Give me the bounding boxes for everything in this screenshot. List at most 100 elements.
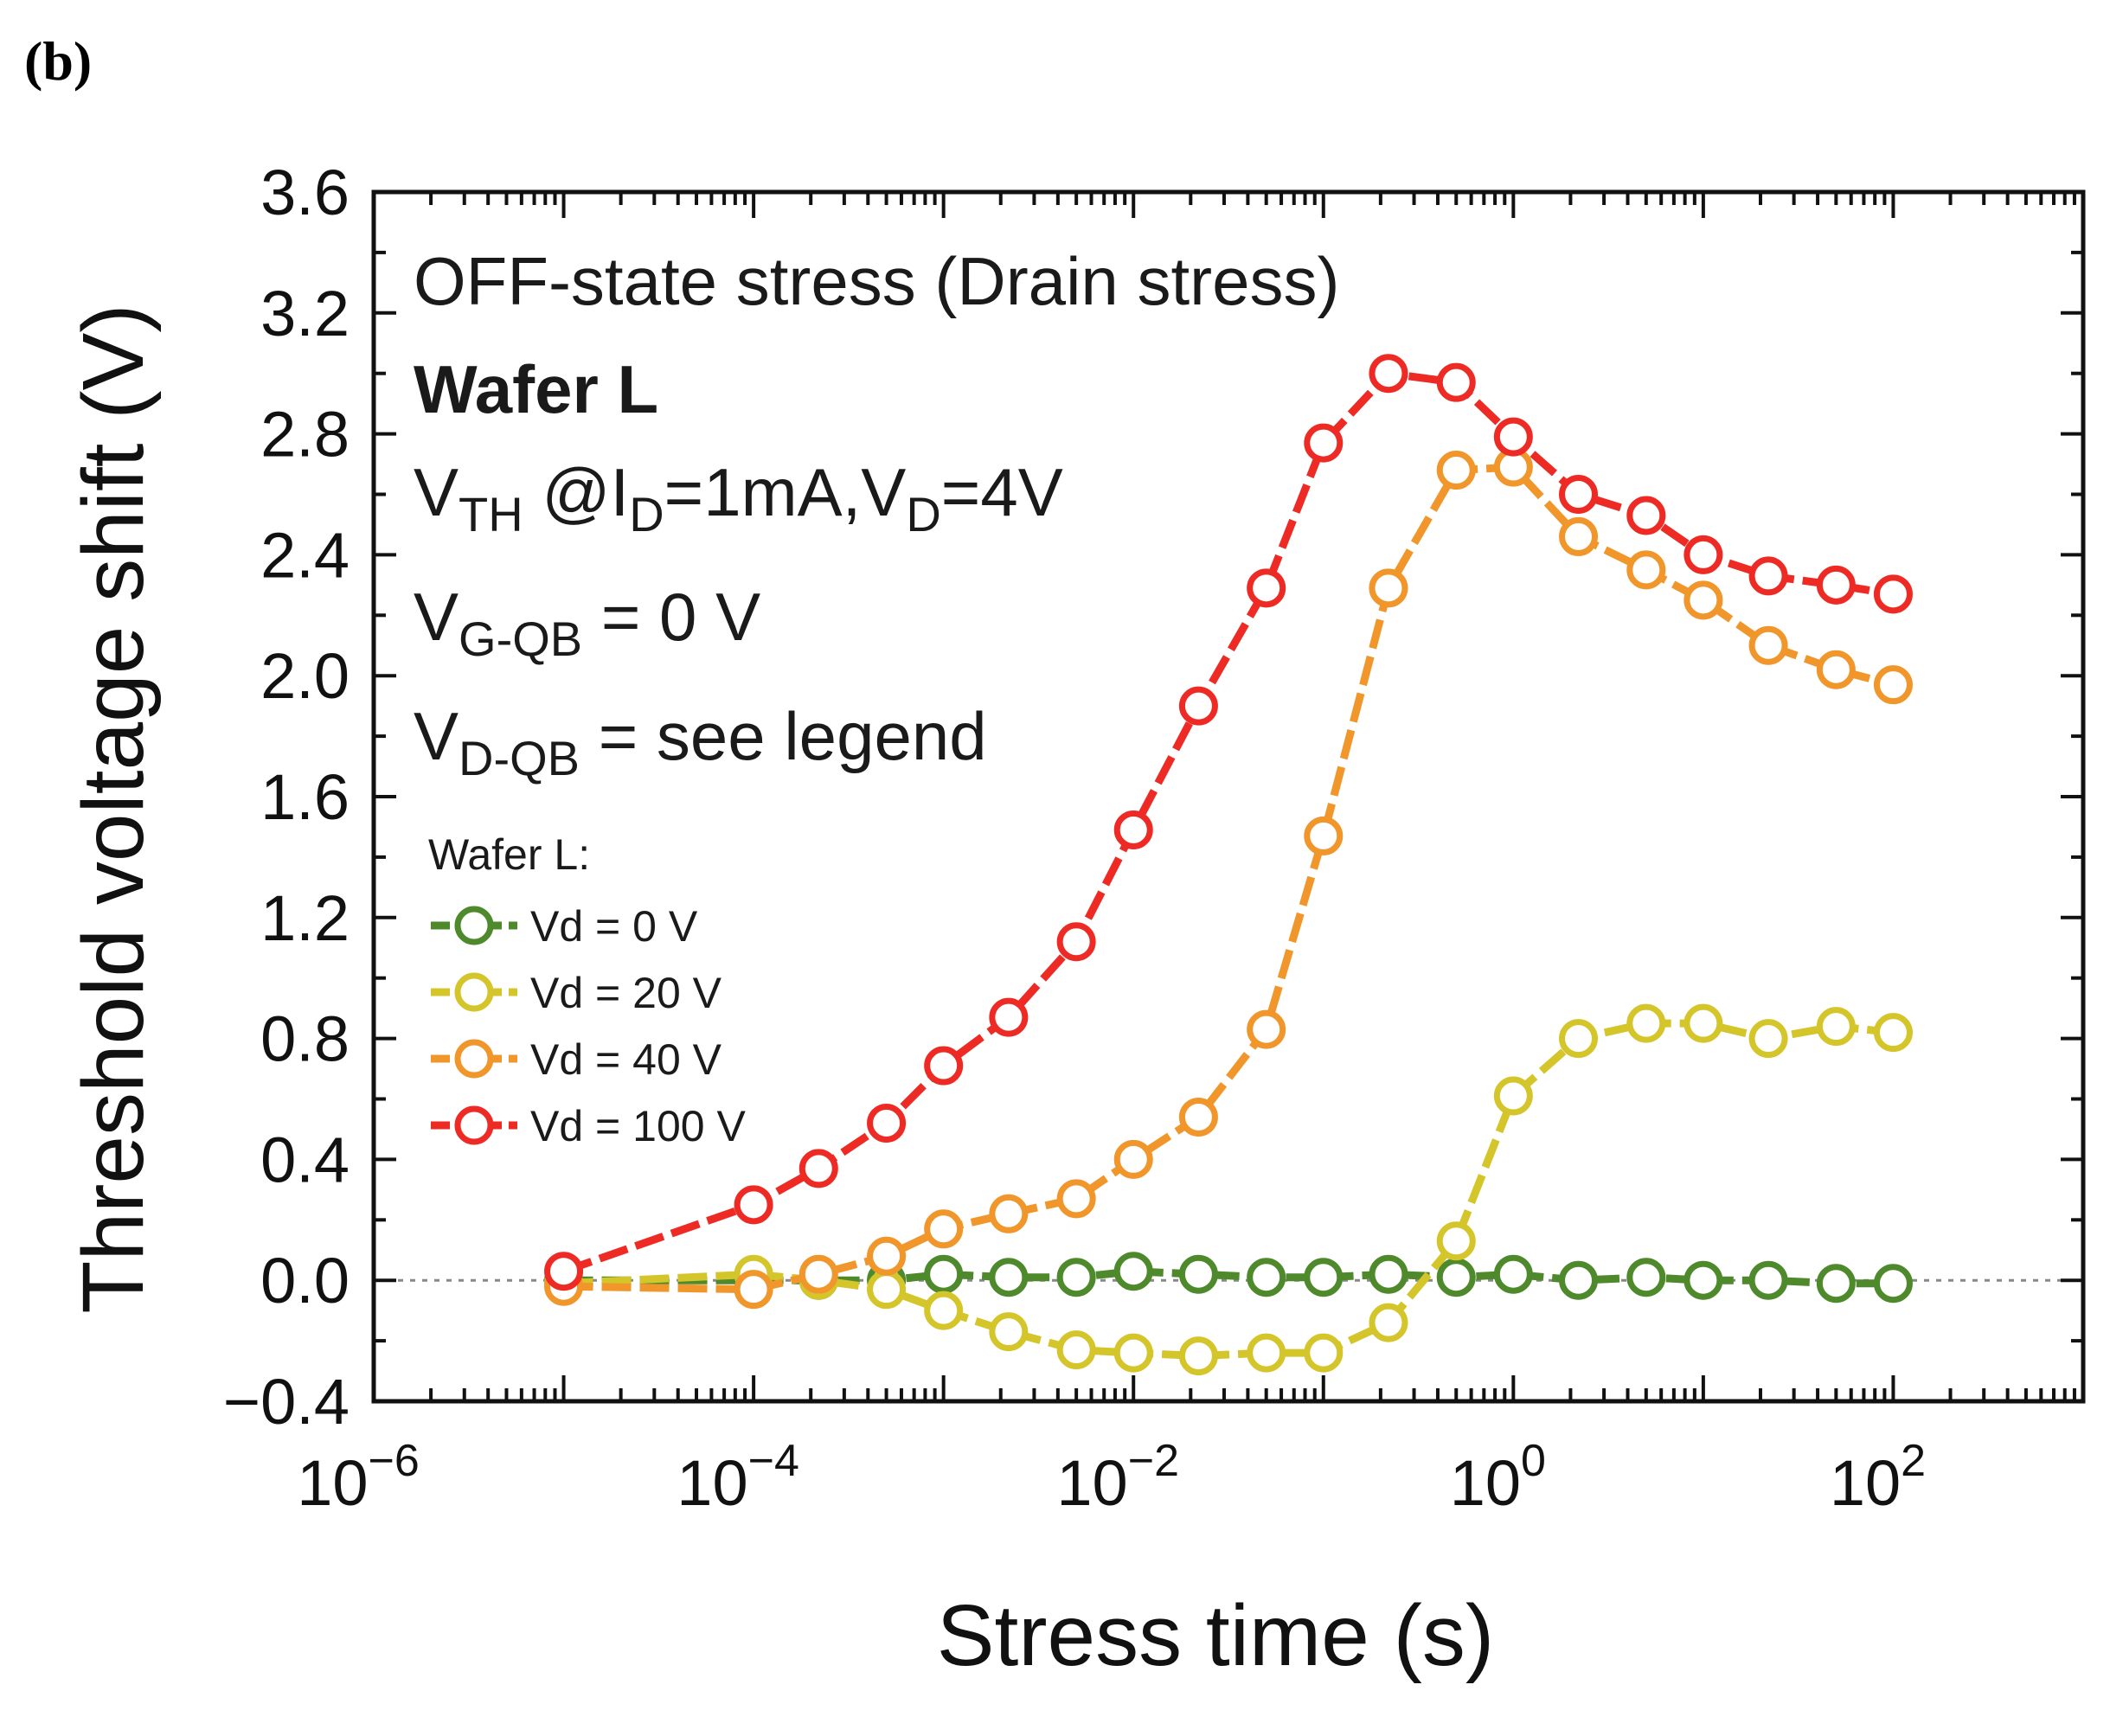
y-tick-label: 3.6 xyxy=(260,157,350,228)
series-0-marker-6 xyxy=(1056,1258,1096,1297)
series-2-marker-9 xyxy=(1247,1009,1286,1049)
series-2-marker-16 xyxy=(1684,580,1723,620)
series-3-marker-11 xyxy=(1369,354,1408,394)
series-2-marker-2 xyxy=(798,1254,838,1294)
series-3-marker-19 xyxy=(1873,574,1913,614)
series-0-marker-17 xyxy=(1748,1260,1788,1300)
annotation-line-2: Wafer L xyxy=(414,351,658,427)
series-0-marker-8 xyxy=(1178,1254,1218,1294)
series-0-marker-10 xyxy=(1304,1258,1344,1297)
series-2-marker-6 xyxy=(1056,1179,1096,1219)
series-2-marker-11 xyxy=(1369,568,1408,608)
series-3-marker-1 xyxy=(734,1185,773,1225)
x-tick-label: 10−2 xyxy=(1056,1436,1179,1519)
series-2-marker-5 xyxy=(989,1194,1029,1233)
series-2-marker-14 xyxy=(1559,516,1599,556)
x-axis-title: Stress time (s) xyxy=(937,1587,1494,1684)
series-0-marker-7 xyxy=(1113,1252,1153,1291)
series-2-marker-10 xyxy=(1304,816,1344,855)
y-tick-label: 2.4 xyxy=(260,519,350,591)
series-1-marker-19 xyxy=(1873,1013,1913,1053)
series-3-marker-17 xyxy=(1748,556,1788,596)
series-1-marker-3 xyxy=(867,1270,907,1310)
annotation-line-5: VD-QB = see legend xyxy=(414,698,987,785)
series-1-marker-10 xyxy=(1304,1333,1344,1373)
series-layer xyxy=(544,354,1913,1376)
annotation-line-1: OFF-state stress (Drain stress) xyxy=(414,243,1339,319)
y-tick-label: 1.2 xyxy=(260,882,350,954)
x-tick-label: 100 xyxy=(1450,1436,1546,1519)
legend-title: Wafer L: xyxy=(428,830,590,879)
legend-marker-0 xyxy=(454,906,494,945)
y-axis-title: Threshold voltage shift (V) xyxy=(65,304,162,1313)
series-3-marker-3 xyxy=(867,1103,907,1143)
series-3-marker-12 xyxy=(1436,362,1476,402)
series-3-marker-16 xyxy=(1684,535,1723,574)
series-1-marker-17 xyxy=(1748,1019,1788,1059)
series-0-marker-15 xyxy=(1626,1258,1666,1297)
annotation-line-3: VTH @ID=1mA,VD=4V xyxy=(414,454,1063,541)
series-1-marker-13 xyxy=(1493,1076,1533,1116)
legend-label-1: Vd = 20 V xyxy=(530,969,722,1017)
series-3-marker-0 xyxy=(544,1252,584,1291)
legend-marker-1 xyxy=(454,972,494,1012)
series-3-marker-10 xyxy=(1304,423,1344,463)
y-tick-label: 2.0 xyxy=(260,640,350,712)
label-layer: −0.4 0.0 0.4 0.8 1.2 1.6 2.0 2.4 2.8 3.2 3.6 10−6 10… xyxy=(223,157,1926,1519)
legend-label-2: Vd = 40 V xyxy=(530,1035,722,1084)
series-1-marker-14 xyxy=(1559,1019,1599,1059)
legend-marker-3 xyxy=(454,1105,494,1145)
series-3-marker-4 xyxy=(924,1046,964,1086)
y-tick-label: −0.4 xyxy=(223,1366,350,1438)
series-1-marker-9 xyxy=(1247,1333,1286,1373)
series-3-marker-8 xyxy=(1178,686,1218,726)
x-tick-label: 10−4 xyxy=(677,1436,799,1519)
series-2-marker-15 xyxy=(1626,550,1666,590)
y-tick-label: 0.0 xyxy=(260,1245,350,1316)
series-3-marker-6 xyxy=(1056,922,1096,962)
series-0-marker-14 xyxy=(1559,1260,1599,1300)
legend-label-0: Vd = 0 V xyxy=(530,902,698,951)
series-1-marker-5 xyxy=(989,1312,1029,1352)
series-2-marker-1 xyxy=(734,1270,773,1310)
y-tick-label: 0.4 xyxy=(260,1124,350,1195)
series-1-marker-18 xyxy=(1816,1007,1856,1047)
series-1-marker-16 xyxy=(1684,1003,1723,1043)
series-0-marker-5 xyxy=(989,1258,1029,1297)
series-0-marker-18 xyxy=(1816,1264,1856,1304)
tick-layer xyxy=(372,190,2083,1403)
series-1-marker-6 xyxy=(1056,1330,1096,1370)
x-tick-label: 10−6 xyxy=(297,1436,420,1519)
series-3-marker-14 xyxy=(1559,475,1599,514)
y-tick-label: 1.6 xyxy=(260,761,350,833)
panel-label: (b) xyxy=(24,30,93,92)
series-1-marker-11 xyxy=(1369,1303,1408,1342)
legend-marker-2 xyxy=(454,1039,494,1079)
annotation-line-4: VG-QB = 0 V xyxy=(414,579,760,666)
series-0-marker-9 xyxy=(1247,1258,1286,1297)
legend-label-3: Vd = 100 V xyxy=(530,1102,746,1150)
series-3-marker-18 xyxy=(1816,565,1856,605)
series-2-marker-12 xyxy=(1436,451,1476,490)
series-1-marker-4 xyxy=(924,1291,964,1330)
series-1-marker-7 xyxy=(1113,1333,1153,1373)
series-3-marker-5 xyxy=(989,997,1029,1037)
y-tick-label: 3.2 xyxy=(260,278,350,349)
series-2-marker-7 xyxy=(1113,1139,1153,1179)
x-tick-label: 102 xyxy=(1830,1436,1926,1519)
series-0-marker-4 xyxy=(924,1254,964,1294)
series-3-marker-15 xyxy=(1626,496,1666,535)
series-2-marker-19 xyxy=(1873,665,1913,705)
series-0-marker-16 xyxy=(1684,1260,1723,1300)
series-1-marker-15 xyxy=(1626,1003,1666,1043)
series-0-marker-19 xyxy=(1873,1264,1913,1304)
series-3-marker-2 xyxy=(798,1149,838,1188)
series-1-marker-8 xyxy=(1178,1336,1218,1376)
series-3-marker-7 xyxy=(1113,810,1153,849)
series-1-marker-12 xyxy=(1436,1221,1476,1261)
series-3-marker-13 xyxy=(1493,417,1533,457)
series-0-marker-11 xyxy=(1369,1254,1408,1294)
series-2-marker-18 xyxy=(1816,650,1856,689)
annotation-block: OFF-state stress (Drain stress) Wafer L … xyxy=(414,243,1339,785)
